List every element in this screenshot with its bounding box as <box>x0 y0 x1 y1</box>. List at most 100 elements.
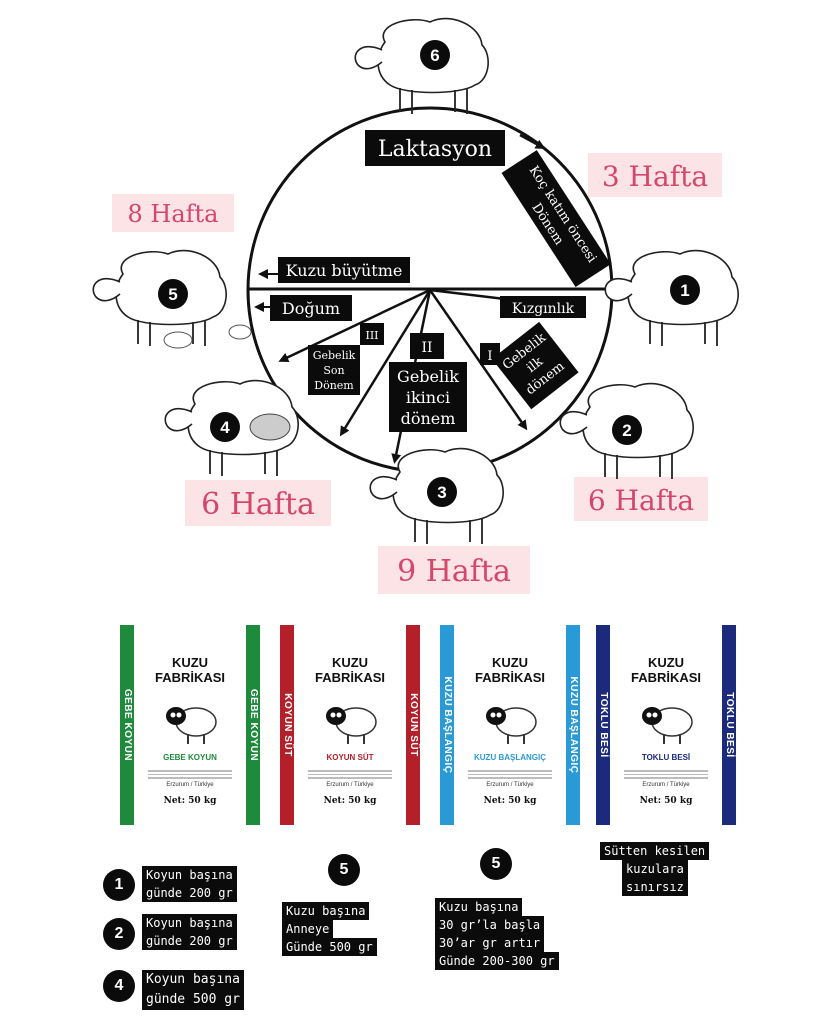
bag-brand: KUZU FABRİKASI <box>314 655 386 685</box>
bag-city: Erzurum / Türkiye <box>326 782 374 788</box>
lamb-1-illustration <box>163 331 193 349</box>
sheep-6-number: 6 <box>430 46 439 65</box>
bag-brand: KUZU FABRİKASI <box>474 655 546 685</box>
sheep-mascot-icon <box>166 707 217 744</box>
roman-1: I <box>487 349 492 364</box>
bag-stripe <box>596 625 610 825</box>
label-box-birth <box>270 295 352 321</box>
label-late-2: Son <box>323 364 344 377</box>
starter-note: Kuzu başına 30 gr’la başla 30’ar gr artır G… <box>435 898 559 970</box>
feed-bag-toklu-besi: TOKLU BESİ TOKLU BESİ KUZU FABRİKASI TOKL… <box>596 620 736 830</box>
sheep-mascot-icon <box>326 707 377 744</box>
late-pregnancy-arrow <box>339 289 432 437</box>
duration-box-3 <box>185 480 331 526</box>
feed-bag-kuzu-baslangic: KUZU BAŞLANGIÇ KUZU BAŞLANGIÇ KUZU FABRİK… <box>440 620 580 830</box>
bag-side-label: KOYUN SÜT <box>282 693 293 757</box>
bag-stripe <box>566 625 580 825</box>
duration-1: 3 Hafta <box>602 160 708 193</box>
label-lactation: Laktasyon <box>378 137 492 162</box>
label-mid-3: dönem <box>401 409 456 428</box>
bag-brand: KUZU FABRİKASI <box>630 655 702 685</box>
sheep-6-illustration: 6 <box>354 17 490 115</box>
label-birth: Doğum <box>282 299 340 318</box>
bag-side-label: TOKLU BESİ <box>724 692 735 758</box>
bag-net-weight: Net: 50 kg <box>163 796 217 806</box>
duration-2: 8 Hafta <box>128 200 219 228</box>
duration-box-4 <box>574 477 708 521</box>
mother-note: Kuzu başına Anneye Günde 500 gr <box>282 902 377 956</box>
sheep-mascot-icon <box>642 707 693 744</box>
sheep-1-number: 1 <box>680 281 689 300</box>
bag-side-label: KUZU BAŞLANGIÇ <box>568 676 579 774</box>
label-box-lamb-growth <box>278 257 410 283</box>
bag-side-label: TOKLU BESİ <box>598 692 609 758</box>
sheep-5-number: 5 <box>168 285 177 304</box>
weaned-note: Sütten kesilen kuzulara sınırsız <box>600 842 710 896</box>
sheep-2-number: 2 <box>622 421 631 440</box>
lamb-2-illustration <box>228 324 252 340</box>
sheep-4-number: 4 <box>220 418 230 437</box>
label-box-mid-pregnancy <box>389 362 467 432</box>
bag-side-label: GEBE KOYUN <box>122 688 133 762</box>
lactation-arrow <box>519 133 546 149</box>
note-1-badge: 1 <box>103 869 135 901</box>
bag-stripe <box>280 625 294 825</box>
bag-fine-print <box>624 770 708 779</box>
bag-city: Erzurum / Türkiye <box>642 782 690 788</box>
duration-box-1 <box>588 153 722 197</box>
duration-3: 6 Hafta <box>201 487 315 522</box>
label-mid-1: Gebelik <box>397 367 459 386</box>
mother-note-badge: 5 <box>328 854 360 886</box>
bag-stripe <box>246 625 260 825</box>
starter-note-badge: 5 <box>480 848 512 880</box>
label-box-heat <box>500 296 586 318</box>
note-4-badge: 4 <box>103 970 135 1002</box>
duration-box-2 <box>112 194 234 232</box>
sheep-5-illustration: 5 <box>92 249 228 347</box>
label-heat: Kızgınlık <box>512 301 575 317</box>
roman-box-3 <box>360 323 384 345</box>
note-2-badge: 2 <box>103 918 135 950</box>
bag-net-weight: Net: 50 kg <box>639 796 693 806</box>
sheep-2-illustration: 2 <box>559 382 695 480</box>
bag-fine-print <box>148 770 232 779</box>
bag-product: GEBE KOYUN <box>163 753 217 762</box>
bag-stripe <box>440 625 454 825</box>
sheep-4-illustration: 4 <box>164 379 300 477</box>
label-late-1: Gebelik <box>313 349 356 362</box>
bag-product: TOKLU BESİ <box>641 753 691 762</box>
sheep-3-illustration: 3 <box>369 447 505 545</box>
feed-bag-koyun-sut: KOYUN SÜT KOYUN SÜT KUZU FABRİKASI KOYUN … <box>280 620 420 830</box>
bag-side-label: KUZU BAŞLANGIÇ <box>442 676 453 774</box>
early-pregnancy-arrow <box>428 289 528 431</box>
bag-stripe <box>406 625 420 825</box>
roman-2: II <box>421 340 432 356</box>
label-box-lactation <box>365 130 505 166</box>
bag-product: KUZU BAŞLANGIÇ <box>474 753 546 762</box>
roman-3: III <box>365 329 378 342</box>
bag-city: Erzurum / Türkiye <box>166 782 214 788</box>
label-lamb-growth: Kuzu büyütme <box>286 261 403 280</box>
bag-city: Erzurum / Türkiye <box>486 782 534 788</box>
duration-4: 6 Hafta <box>588 484 694 517</box>
label-box-late-pregnancy <box>308 345 360 395</box>
bag-brand: KUZU FABRİKASI <box>154 655 226 685</box>
bag-product: KOYUN SÜT <box>326 753 374 762</box>
bag-fine-print <box>308 770 392 779</box>
bag-stripe <box>722 625 736 825</box>
label-late-3: Dönem <box>314 379 354 392</box>
bag-stripe <box>120 625 134 825</box>
note-1: Koyun başına günde 200 gr <box>142 866 237 902</box>
duration-5: 9 Hafta <box>397 554 511 589</box>
sheep-cycle-diagram: Laktasyon Koç katım öncesi Dönem Kuzu bü… <box>92 17 740 594</box>
sheep-1-illustration: 1 <box>604 249 740 347</box>
sheep-mascot-icon <box>486 707 537 744</box>
bag-fine-print <box>468 770 552 779</box>
label-mid-2: ikinci <box>406 388 450 407</box>
bag-net-weight: Net: 50 kg <box>483 796 537 806</box>
note-4: Koyun başına günde 500 gr <box>142 970 244 1010</box>
duration-box-5 <box>378 546 530 594</box>
sheep-3-number: 3 <box>437 483 446 502</box>
bag-side-label: KOYUN SÜT <box>408 693 419 757</box>
late-to-birth-arrow <box>278 288 431 362</box>
